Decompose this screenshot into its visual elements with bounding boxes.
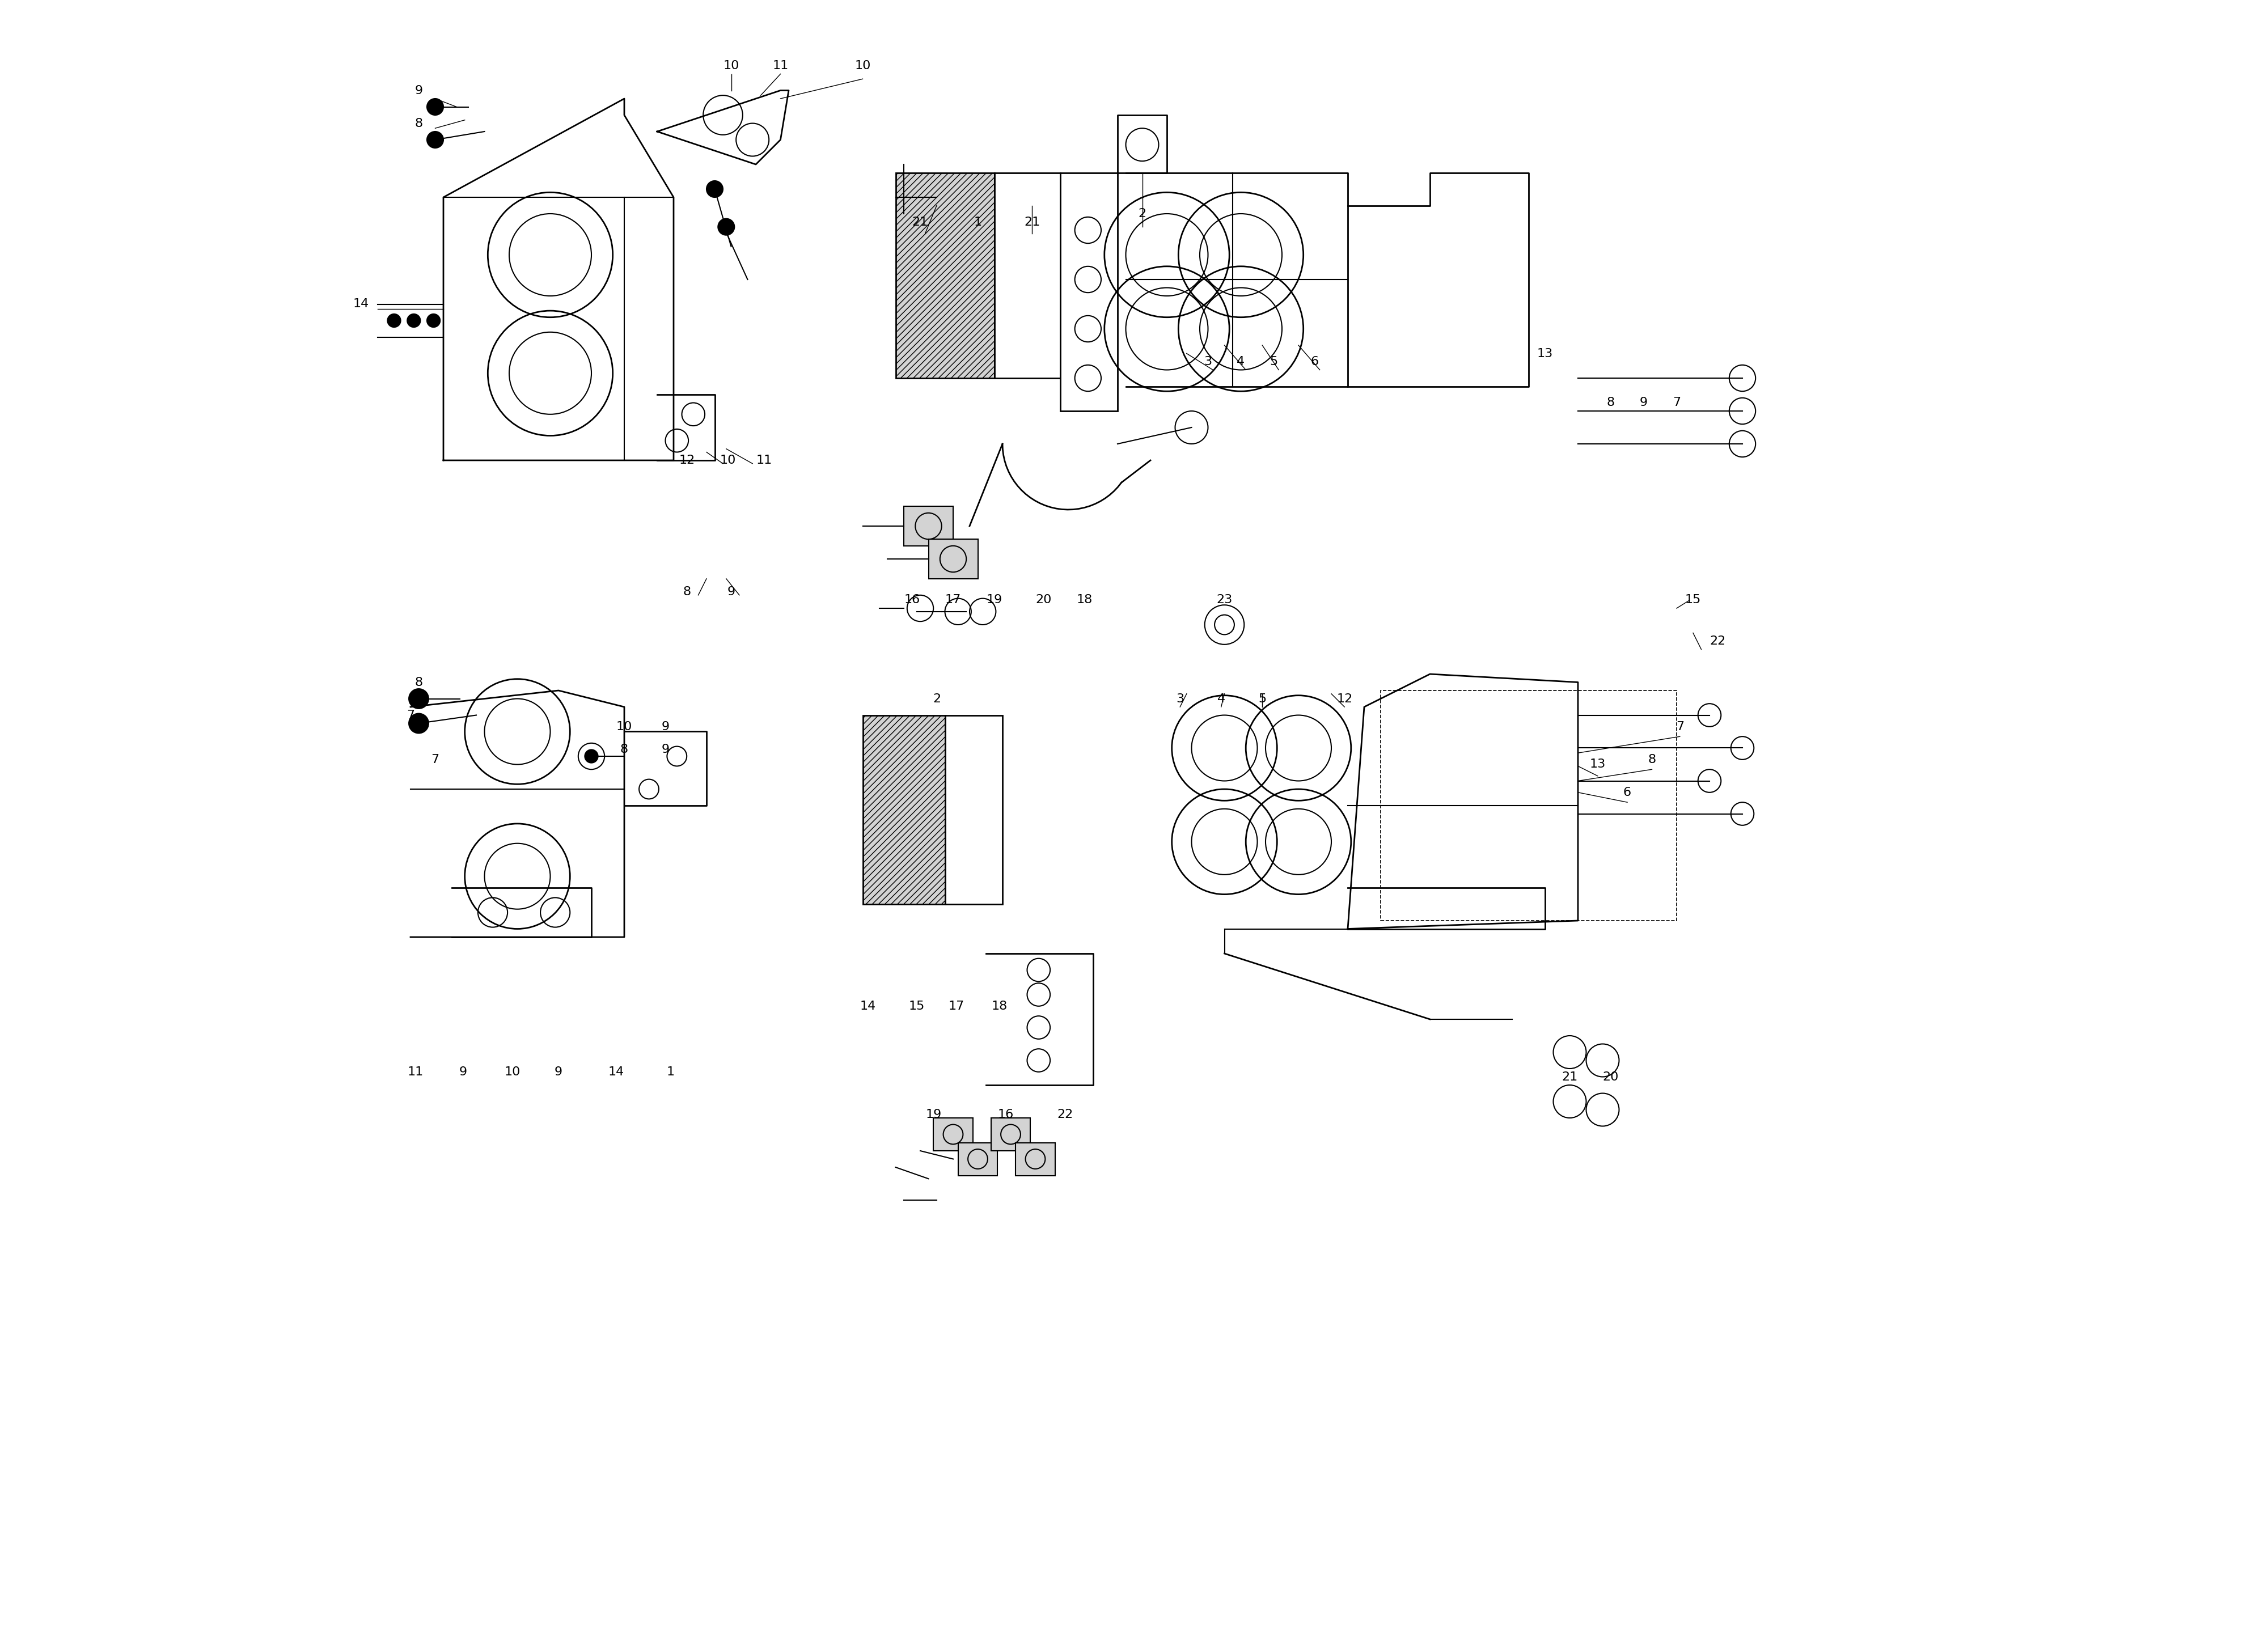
Text: 13: 13 xyxy=(1538,349,1554,358)
Text: 21: 21 xyxy=(1563,1072,1579,1082)
Polygon shape xyxy=(411,690,624,937)
Text: 7: 7 xyxy=(1676,722,1683,732)
Text: 10: 10 xyxy=(617,722,633,732)
Text: 9: 9 xyxy=(1640,398,1649,408)
Text: 1: 1 xyxy=(667,1067,674,1077)
Text: 9: 9 xyxy=(458,1067,467,1077)
Circle shape xyxy=(388,314,401,327)
Text: 11: 11 xyxy=(408,1067,424,1077)
Text: 18: 18 xyxy=(991,1001,1007,1011)
Circle shape xyxy=(585,750,599,763)
Text: 4: 4 xyxy=(1218,694,1225,704)
Text: 23: 23 xyxy=(1216,595,1232,605)
Circle shape xyxy=(408,713,429,733)
Polygon shape xyxy=(987,954,1093,1085)
Polygon shape xyxy=(451,888,592,937)
Text: 10: 10 xyxy=(723,61,739,71)
Bar xyxy=(934,1118,973,1151)
Text: 19: 19 xyxy=(925,1110,941,1120)
Text: 9: 9 xyxy=(662,745,669,755)
Text: 6: 6 xyxy=(1311,357,1320,367)
Text: 9: 9 xyxy=(553,1067,562,1077)
Text: 3: 3 xyxy=(1177,694,1184,704)
Text: 8: 8 xyxy=(683,587,692,597)
Text: 3: 3 xyxy=(1204,357,1211,367)
Polygon shape xyxy=(1347,674,1579,929)
Text: 11: 11 xyxy=(755,455,771,465)
Text: 20: 20 xyxy=(1036,595,1052,605)
Text: 19: 19 xyxy=(987,595,1002,605)
Polygon shape xyxy=(1059,173,1118,411)
Text: 18: 18 xyxy=(1077,595,1093,605)
Text: 7: 7 xyxy=(1672,398,1681,408)
Text: 2: 2 xyxy=(932,694,941,704)
Text: 20: 20 xyxy=(1603,1072,1619,1082)
Text: 15: 15 xyxy=(1685,595,1701,605)
Polygon shape xyxy=(1118,115,1166,173)
Circle shape xyxy=(426,314,440,327)
Text: 2: 2 xyxy=(1139,209,1145,219)
Polygon shape xyxy=(993,173,1059,378)
Text: 13: 13 xyxy=(1590,760,1606,769)
Text: 4: 4 xyxy=(1236,357,1245,367)
Text: 22: 22 xyxy=(1057,1110,1073,1120)
Bar xyxy=(1381,690,1676,921)
Text: 5: 5 xyxy=(1259,694,1266,704)
Text: 14: 14 xyxy=(608,1067,624,1077)
Text: 9: 9 xyxy=(728,587,735,597)
Text: 16: 16 xyxy=(998,1110,1014,1120)
Text: 7: 7 xyxy=(431,755,440,764)
Circle shape xyxy=(719,219,735,235)
Text: 8: 8 xyxy=(415,677,422,687)
Circle shape xyxy=(408,314,420,327)
Bar xyxy=(991,1118,1030,1151)
Circle shape xyxy=(426,132,445,148)
Polygon shape xyxy=(624,732,708,806)
Text: 22: 22 xyxy=(1710,636,1726,646)
Polygon shape xyxy=(658,395,714,460)
Text: 6: 6 xyxy=(1624,787,1631,797)
Polygon shape xyxy=(1347,173,1529,386)
Text: 10: 10 xyxy=(719,455,735,465)
Polygon shape xyxy=(1347,888,1545,929)
Text: 10: 10 xyxy=(855,61,871,71)
Text: 8: 8 xyxy=(1606,398,1615,408)
Polygon shape xyxy=(1125,173,1347,386)
Text: 7: 7 xyxy=(406,710,415,720)
Bar xyxy=(957,1143,998,1175)
Text: 16: 16 xyxy=(905,595,921,605)
Bar xyxy=(1016,1143,1055,1175)
Text: 11: 11 xyxy=(773,61,789,71)
Polygon shape xyxy=(862,715,946,904)
Text: 21: 21 xyxy=(1025,217,1041,227)
Text: 9: 9 xyxy=(415,85,422,95)
Text: 17: 17 xyxy=(946,595,962,605)
Polygon shape xyxy=(946,715,1002,904)
Text: 10: 10 xyxy=(503,1067,519,1077)
Bar xyxy=(903,506,953,546)
Text: 8: 8 xyxy=(415,118,422,128)
Text: 17: 17 xyxy=(948,1001,964,1011)
Text: 1: 1 xyxy=(973,217,982,227)
Bar xyxy=(928,539,978,579)
Text: 14: 14 xyxy=(354,299,370,309)
Text: 15: 15 xyxy=(909,1001,925,1011)
Text: 8: 8 xyxy=(1649,755,1656,764)
Circle shape xyxy=(708,181,723,197)
Text: 8: 8 xyxy=(619,745,628,755)
Polygon shape xyxy=(445,99,674,460)
Text: 12: 12 xyxy=(1336,694,1352,704)
Circle shape xyxy=(426,99,445,115)
Polygon shape xyxy=(896,173,993,378)
Text: 9: 9 xyxy=(662,722,669,732)
Polygon shape xyxy=(658,90,789,164)
Text: 21: 21 xyxy=(912,217,928,227)
Text: 14: 14 xyxy=(860,1001,875,1011)
Text: 12: 12 xyxy=(678,455,694,465)
Text: 5: 5 xyxy=(1270,357,1277,367)
Circle shape xyxy=(408,689,429,709)
